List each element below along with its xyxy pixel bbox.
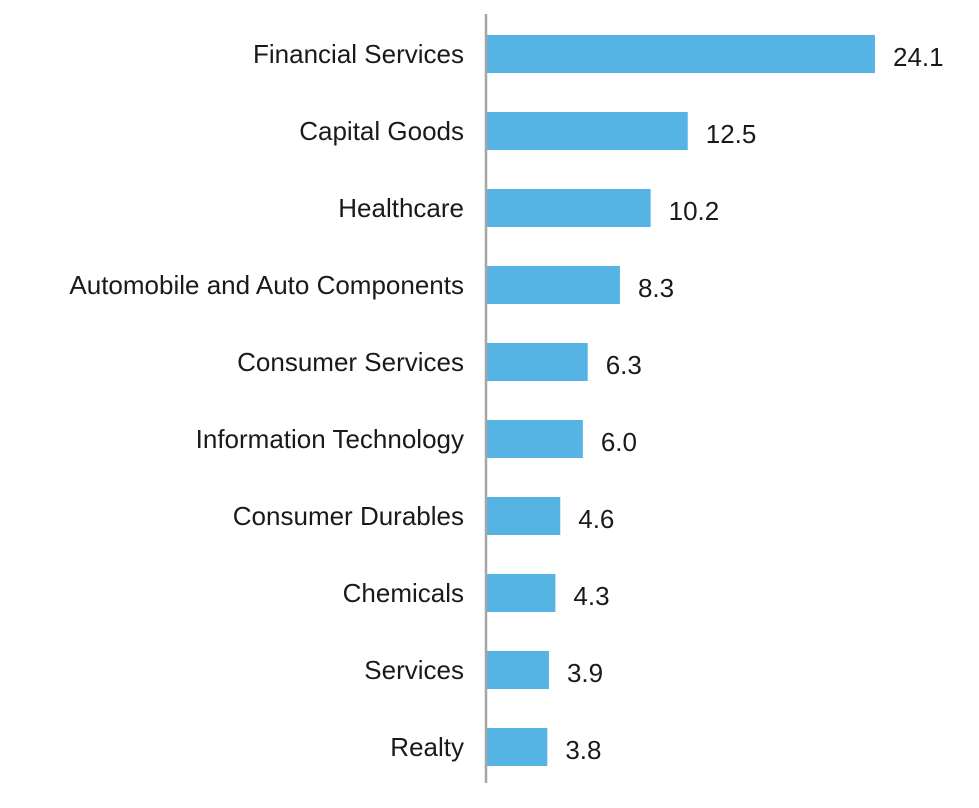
value-label-9: 3.8 — [565, 735, 601, 765]
category-label-4: Consumer Services — [237, 347, 464, 377]
bar-7 — [486, 574, 556, 612]
bar-4 — [486, 343, 588, 381]
value-label-7: 4.3 — [573, 581, 609, 611]
category-label-5: Information Technology — [196, 424, 464, 454]
value-label-3: 8.3 — [638, 273, 674, 303]
category-label-3: Automobile and Auto Components — [69, 270, 464, 300]
bar-3 — [486, 266, 620, 304]
value-label-5: 6.0 — [601, 427, 637, 457]
bar-2 — [486, 189, 651, 227]
bars-layer — [486, 35, 875, 766]
value-label-0: 24.1 — [893, 42, 944, 72]
value-label-6: 4.6 — [578, 504, 614, 534]
category-label-6: Consumer Durables — [233, 501, 464, 531]
value-label-4: 6.3 — [606, 350, 642, 380]
value-label-1: 12.5 — [706, 119, 757, 149]
bar-5 — [486, 420, 583, 458]
category-label-8: Services — [364, 655, 464, 685]
category-label-1: Capital Goods — [299, 116, 464, 146]
category-labels-layer: Financial Services Capital Goods Healthcar… — [69, 39, 464, 762]
category-label-0: Financial Services — [253, 39, 464, 69]
value-label-2: 10.2 — [669, 196, 720, 226]
bar-9 — [486, 728, 548, 766]
bar-8 — [486, 651, 549, 689]
category-label-9: Realty — [390, 732, 464, 762]
bar-0 — [486, 35, 875, 73]
bar-1 — [486, 112, 688, 150]
category-label-7: Chemicals — [343, 578, 464, 608]
bar-6 — [486, 497, 561, 535]
value-label-8: 3.9 — [567, 658, 603, 688]
category-label-2: Healthcare — [338, 193, 464, 223]
value-labels-layer: 24.1 12.5 10.2 8.3 6.3 6.0 4.6 4.3 3.9 3.8 — [565, 42, 943, 765]
